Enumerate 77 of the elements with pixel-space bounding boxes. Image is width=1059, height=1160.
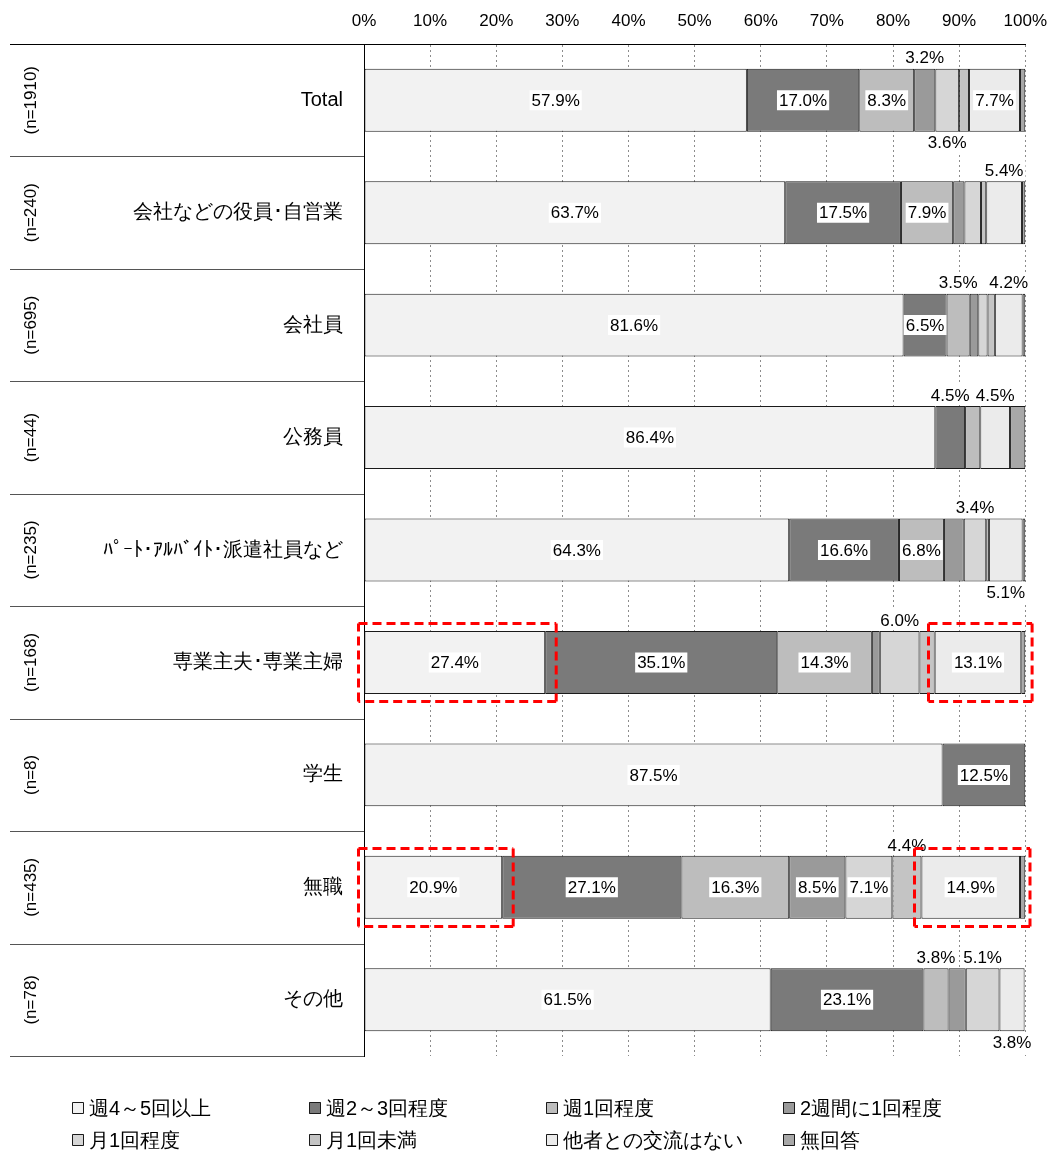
x-tick-label: 70% — [809, 11, 844, 31]
data-label: 86.4% — [625, 428, 675, 448]
data-label: 64.3% — [552, 540, 601, 560]
data-label: 63.7% — [550, 203, 599, 223]
y-tick-label: 会社員 — [283, 312, 343, 335]
legend-label: 週4～5回以上 — [89, 1096, 212, 1119]
text: (n=8) — [20, 754, 40, 795]
data-label: 14.3% — [800, 653, 849, 673]
x-tick-label: 100% — [1003, 11, 1047, 31]
data-label: 23.1% — [822, 990, 872, 1010]
data-label: 4.5% — [930, 385, 970, 405]
data-label: 6.8% — [902, 540, 941, 560]
data-label: 35.1% — [637, 653, 686, 673]
x-tick-label: 0% — [351, 11, 377, 31]
data-label: 16.3% — [711, 878, 760, 898]
x-tick-label: 20% — [479, 11, 514, 31]
x-tick-label: 40% — [611, 11, 646, 31]
data-label: 57.9% — [531, 90, 580, 110]
data-label: 13.1% — [953, 653, 1003, 673]
data-label: 4.2% — [989, 273, 1029, 293]
data-label: 3.5% — [938, 273, 978, 293]
text: (n=1910) — [20, 65, 40, 135]
y-tick-label: Total — [300, 87, 343, 110]
legend-label: 月1回程度 — [89, 1128, 181, 1151]
data-label: 17.5% — [818, 203, 868, 223]
data-label: 4.5% — [975, 385, 1015, 405]
legend-label: 月1回未満 — [326, 1128, 418, 1151]
legend-label: 無回答 — [800, 1128, 860, 1151]
data-label: 27.1% — [567, 878, 616, 898]
data-label: 12.5% — [959, 765, 1009, 785]
data-label: 5.1% — [986, 583, 1026, 603]
text: (n=435) — [20, 857, 40, 917]
x-tick-label: 60% — [743, 11, 778, 31]
text: (n=44) — [20, 412, 40, 463]
data-label: 5.4% — [984, 160, 1024, 180]
data-label: 27.4% — [430, 653, 479, 673]
legend-label: 他者との交流はない — [563, 1128, 743, 1151]
data-label: 61.5% — [543, 990, 592, 1010]
text: (n=78) — [20, 974, 40, 1025]
data-label: 20.9% — [409, 878, 458, 898]
y-tick-label: 会社などの役員･自営業 — [133, 200, 343, 223]
y-tick-label: 無職 — [303, 874, 343, 897]
y-tick-label: ﾊﾟｰﾄ･ｱﾙﾊﾞｲﾄ･派遣社員など — [103, 537, 343, 560]
x-tick-label: 80% — [875, 11, 911, 31]
data-label: 3.6% — [927, 133, 967, 153]
data-label: 16.6% — [819, 540, 869, 560]
text: (n=235) — [20, 520, 40, 580]
text: (n=240) — [20, 183, 40, 243]
y-tick-label: 学生 — [303, 762, 343, 785]
data-label: 87.5% — [629, 765, 678, 785]
data-label: 7.1% — [849, 878, 889, 898]
data-label: 7.7% — [975, 90, 1014, 110]
legend-label: 2週間に1回程度 — [800, 1096, 943, 1119]
data-label: 6.0% — [880, 610, 919, 630]
data-label: 6.5% — [905, 315, 945, 335]
x-tick-label: 90% — [942, 11, 977, 31]
x-tick-label: 30% — [545, 11, 580, 31]
data-label: 17.0% — [778, 90, 828, 110]
data-label: 3.8% — [916, 947, 956, 967]
y-tick-label: 公務員 — [283, 425, 343, 448]
data-label: 81.6% — [609, 315, 659, 335]
data-label: 5.1% — [963, 947, 1002, 967]
x-tick-label: 50% — [677, 11, 712, 31]
legend-label: 週1回程度 — [563, 1096, 655, 1119]
data-label: 3.8% — [992, 1032, 1032, 1052]
y-tick-label: その他 — [283, 987, 343, 1010]
text: (n=695) — [20, 295, 40, 355]
text: (n=168) — [20, 632, 40, 692]
data-label: 14.9% — [946, 878, 995, 898]
data-label: 8.5% — [797, 878, 837, 898]
x-tick-label: 10% — [413, 11, 448, 31]
y-tick-label: 専業主夫･専業主婦 — [173, 649, 343, 672]
data-label: 3.4% — [955, 498, 995, 518]
data-label: 8.3% — [867, 90, 907, 110]
data-label: 7.9% — [907, 203, 947, 223]
data-label: 3.2% — [905, 48, 945, 68]
legend-label: 週2～3回程度 — [326, 1096, 449, 1119]
